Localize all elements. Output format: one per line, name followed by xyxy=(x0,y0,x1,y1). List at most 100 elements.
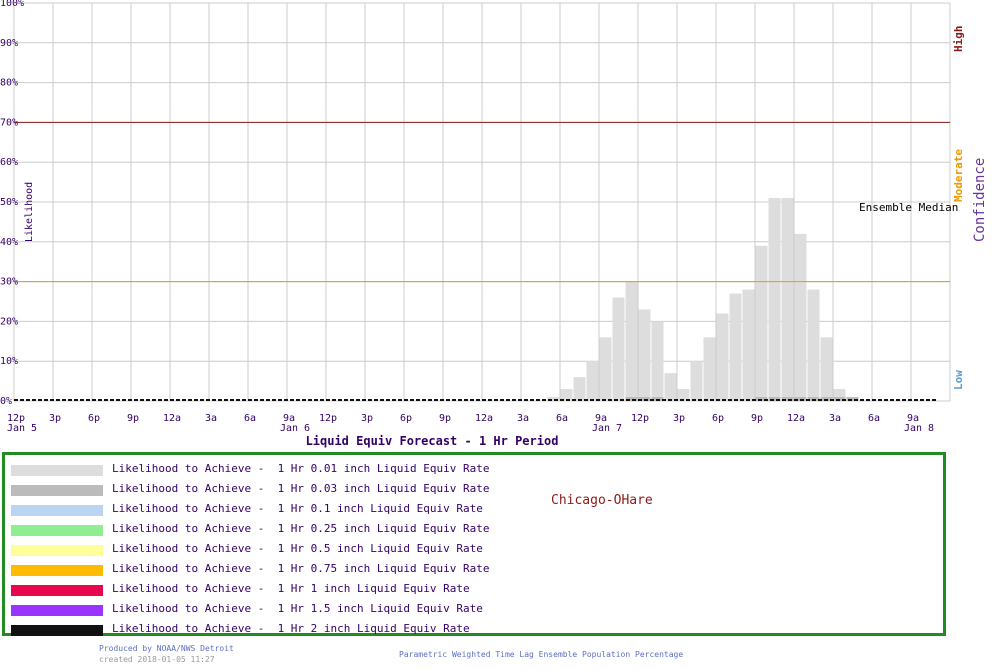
x-tick-label: 9p xyxy=(127,413,139,424)
bar-series-1 xyxy=(755,245,768,401)
chart: 0% 10% 20% 30% 40% 50% 60% 70% 80% 90% 100% 12p 3p 6… xyxy=(0,0,988,448)
y-tick-label: 20% xyxy=(0,316,18,327)
legend-swatch xyxy=(11,525,103,536)
bars xyxy=(14,198,938,401)
bar-series-1 xyxy=(664,373,677,401)
bar-series-1 xyxy=(599,337,612,401)
bar-series-1 xyxy=(768,198,781,401)
legend: Likelihood to Achieve - 1 Hr 0.01 inch L… xyxy=(2,452,946,636)
date-label: Jan 8 xyxy=(904,423,934,434)
date-label: Jan 7 xyxy=(592,423,622,434)
legend-item: Likelihood to Achieve - 1 Hr 0.5 inch Li… xyxy=(11,540,571,560)
legend-label: Likelihood to Achieve - 1 Hr 0.01 inch L… xyxy=(112,462,490,475)
confidence-high-label: High xyxy=(952,26,965,53)
y-tick-label: 80% xyxy=(0,78,18,89)
x-tick-label: 6p xyxy=(712,413,724,424)
y-tick-label: 40% xyxy=(0,237,18,248)
bar-series-1 xyxy=(690,361,703,401)
date-label: Jan 6 xyxy=(280,423,310,434)
legend-label: Likelihood to Achieve - 1 Hr 0.1 inch Li… xyxy=(112,502,483,515)
y-tick-labels: 0% 10% 20% 30% 40% 50% 60% 70% 80% 90% 100% xyxy=(0,0,24,407)
x-tick-label: 3a xyxy=(517,413,529,424)
bar-series-1 xyxy=(625,281,638,401)
legend-label: Likelihood to Achieve - 1 Hr 0.03 inch L… xyxy=(112,482,490,495)
y-tick-label: 60% xyxy=(0,157,18,168)
x-tick-label: 9a xyxy=(907,413,919,424)
ensemble-median-label: Ensemble Median xyxy=(859,201,958,214)
grid xyxy=(13,2,951,402)
x-tick-label: 3p xyxy=(361,413,373,424)
footer-created: created 2018-01-05 11:27 xyxy=(99,655,215,664)
x-tick-label: 12a xyxy=(475,413,493,424)
x-tick-label: 12a xyxy=(163,413,181,424)
footer-produced-by: Produced by NOAA/NWS Detroit xyxy=(99,644,234,653)
legend-item: Likelihood to Achieve - 1 Hr 0.03 inch L… xyxy=(11,480,571,500)
bar-series-1 xyxy=(729,293,742,401)
bar-series-1 xyxy=(586,361,599,401)
x-tick-label: 6a xyxy=(244,413,256,424)
legend-item: Likelihood to Achieve - 1 Hr 0.75 inch L… xyxy=(11,560,571,580)
x-tick-label: 9p xyxy=(751,413,763,424)
station-name: Chicago-OHare xyxy=(551,493,653,508)
x-tick-label: 3p xyxy=(49,413,61,424)
bar-series-2 xyxy=(846,397,859,401)
bar-series-1 xyxy=(703,337,716,401)
bar-series-2 xyxy=(768,397,781,401)
legend-swatch xyxy=(11,545,103,556)
x-tick-label: 9a xyxy=(595,413,607,424)
bar-series-1 xyxy=(794,233,807,401)
confidence-low-label: Low xyxy=(952,370,965,390)
legend-label: Likelihood to Achieve - 1 Hr 1 inch Liqu… xyxy=(112,582,470,595)
bar-series-1 xyxy=(547,397,560,401)
x-tick-label: 12p xyxy=(7,413,25,424)
legend-swatch xyxy=(11,625,103,636)
bar-series-1 xyxy=(677,389,690,401)
x-tick-label: 6p xyxy=(400,413,412,424)
bar-series-1 xyxy=(807,289,820,401)
chart-title: Liquid Equiv Forecast - 1 Hr Period xyxy=(306,434,559,448)
x-tick-label: 9p xyxy=(439,413,451,424)
bar-series-1 xyxy=(833,389,846,401)
legend-item: Likelihood to Achieve - 1 Hr 0.01 inch L… xyxy=(11,460,571,480)
legend-label: Likelihood to Achieve - 1 Hr 0.25 inch L… xyxy=(112,522,490,535)
bar-series-2 xyxy=(625,397,638,401)
x-tick-label: 3a xyxy=(829,413,841,424)
date-label: Jan 5 xyxy=(7,423,37,434)
x-tick-label: 3a xyxy=(205,413,217,424)
x-tick-label: 6p xyxy=(88,413,100,424)
bar-series-1 xyxy=(742,289,755,401)
y-axis-label: Likelihood xyxy=(24,182,35,242)
bar-series-1 xyxy=(612,297,625,401)
bar-series-1 xyxy=(651,321,664,401)
legend-label: Likelihood to Achieve - 1 Hr 2 inch Liqu… xyxy=(112,622,470,635)
bar-series-1 xyxy=(820,337,833,401)
bar-series-1 xyxy=(781,198,794,401)
legend-label: Likelihood to Achieve - 1 Hr 0.5 inch Li… xyxy=(112,542,483,555)
footer-description: Parametric Weighted Time Lag Ensemble Po… xyxy=(399,650,684,659)
legend-label: Likelihood to Achieve - 1 Hr 1.5 inch Li… xyxy=(112,602,483,615)
y-tick-label: 0% xyxy=(0,396,12,407)
bar-series-2 xyxy=(781,397,794,401)
reference-lines xyxy=(14,121,950,283)
y-tick-label: 10% xyxy=(0,356,18,367)
legend-swatch xyxy=(11,465,103,476)
x-tick-label: 6a xyxy=(556,413,568,424)
x-tick-labels: 12p 3p 6p 9p 12a 3a 6a 9a 12p 3p 6p 9p 12a 3a 6a 9a 12p 3… xyxy=(7,413,934,434)
legend-item: Likelihood to Achieve - 1 Hr 1.5 inch Li… xyxy=(11,600,571,620)
legend-item: Likelihood to Achieve - 1 Hr 1 inch Liqu… xyxy=(11,580,571,600)
y-tick-label: 70% xyxy=(0,117,18,128)
legend-swatch xyxy=(11,485,103,496)
x-tick-label: 9a xyxy=(283,413,295,424)
bar-series-1 xyxy=(560,389,573,401)
x-tick-label: 6a xyxy=(868,413,880,424)
legend-label: Likelihood to Achieve - 1 Hr 0.75 inch L… xyxy=(112,562,490,575)
legend-item: Likelihood to Achieve - 1 Hr 0.1 inch Li… xyxy=(11,500,571,520)
legend-swatch xyxy=(11,505,103,516)
legend-item: Likelihood to Achieve - 1 Hr 2 inch Liqu… xyxy=(11,620,571,640)
legend-item: Likelihood to Achieve - 1 Hr 0.25 inch L… xyxy=(11,520,571,540)
x-tick-label: 12p xyxy=(631,413,649,424)
y-tick-label: 100% xyxy=(0,0,24,9)
bar-series-1 xyxy=(716,313,729,401)
bar-series-1 xyxy=(638,309,651,401)
y-tick-label: 50% xyxy=(0,197,18,208)
